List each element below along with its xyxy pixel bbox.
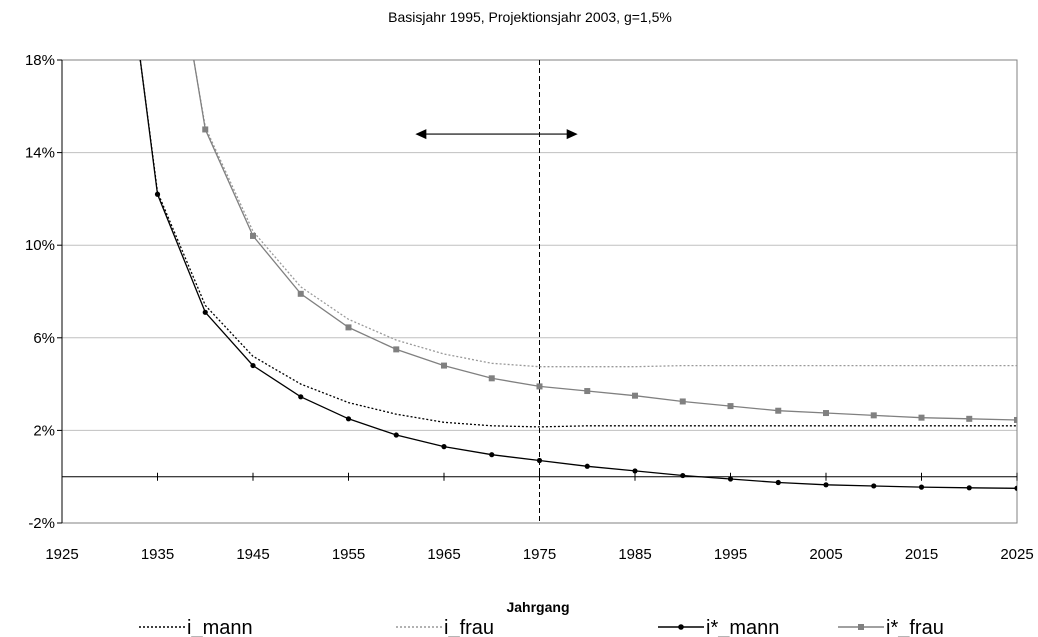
data-point [1014, 416, 1017, 423]
data-point [536, 457, 543, 464]
data-point [918, 484, 925, 490]
x-tick-label: 1935 [141, 546, 174, 563]
data-point [632, 468, 638, 474]
data-point [250, 232, 256, 239]
data-point [154, 191, 161, 197]
x-tick-label: 1945 [236, 546, 269, 563]
data-point [489, 452, 495, 458]
series-line-i-star-mann [139, 60, 1017, 489]
x-tick-label: 2025 [1000, 546, 1033, 563]
data-point [536, 383, 543, 390]
y-tick-label: -2% [28, 515, 55, 532]
data-point [584, 463, 590, 469]
data-point [966, 415, 973, 422]
series-i-star-frau [193, 60, 1017, 423]
series-i-frau [193, 60, 1017, 368]
legend-label: i*_mann [706, 617, 779, 637]
data-point [488, 375, 495, 382]
x-tick-label: 1965 [427, 546, 460, 563]
arrow-head-left [415, 129, 427, 140]
legend-label: i_mann [187, 617, 253, 637]
legend-item-i-frau: i_frau [396, 617, 494, 637]
series-line-i-frau [193, 60, 1017, 368]
data-point [966, 485, 972, 491]
data-point [632, 392, 638, 399]
axes [57, 59, 1018, 524]
data-point [441, 362, 447, 369]
data-point [202, 309, 208, 315]
x-tick-labels: 1925 1935 1945 1955 1965 1975 1985 1995 2005 2015… [45, 546, 1033, 563]
x-tick-label: 1995 [714, 546, 747, 563]
reference-annotations [415, 60, 578, 523]
legend-marker [858, 624, 864, 630]
series-i-mann [139, 60, 1017, 428]
data-point [775, 407, 782, 414]
y-tick-labels: 18% 14% 10% 6% 2% -2% [25, 52, 55, 532]
data-point [1014, 485, 1017, 491]
data-point [298, 394, 304, 400]
y-tick-label: 18% [25, 52, 55, 69]
x-tick-label: 1985 [618, 546, 651, 563]
series-line-i-mann [139, 60, 1017, 428]
x-tick-label: 1975 [523, 546, 556, 563]
data-point [393, 432, 399, 438]
series-layer [139, 60, 1017, 491]
x-tick-label: 2015 [905, 546, 938, 563]
arrow-head-right [566, 129, 578, 140]
y-tick-label: 6% [33, 330, 55, 347]
data-point [870, 412, 877, 419]
legend-item-i-star-frau: i*_frau [838, 617, 944, 637]
data-point [823, 410, 829, 417]
data-point [441, 444, 447, 450]
data-point [393, 346, 400, 353]
y-tick-label: 14% [25, 145, 55, 162]
x-tick-label: 1955 [332, 546, 365, 563]
legend: i_mann i_frau i*_mann i*_frau [139, 617, 944, 637]
data-point [679, 398, 686, 405]
chart-title: Basisjahr 1995, Projektionsjahr 2003, g=… [388, 9, 672, 25]
legend-item-i-star-mann: i*_mann [658, 617, 779, 637]
x-axis-label: Jahrgang [506, 599, 569, 615]
data-point [202, 126, 209, 133]
data-point [727, 403, 734, 410]
legend-label: i_frau [444, 617, 494, 637]
y-tick-label: 2% [33, 422, 55, 439]
legend-label: i*_frau [886, 617, 944, 637]
y-tick-label: 10% [25, 237, 55, 254]
data-point [584, 388, 591, 395]
series-i-star-mann [139, 60, 1017, 491]
x-tick-label: 2005 [809, 546, 842, 563]
data-point [727, 476, 734, 482]
x-tick-label: 1925 [45, 546, 78, 563]
data-point [775, 479, 781, 486]
series-line-i-star-frau [193, 60, 1017, 421]
data-point [918, 414, 925, 421]
data-point [680, 472, 686, 479]
data-point [871, 483, 877, 489]
data-point [345, 416, 352, 422]
legend-marker [678, 624, 684, 630]
legend-item-i-mann: i_mann [139, 617, 253, 637]
data-point [297, 290, 304, 297]
data-point [250, 362, 256, 369]
data-point [823, 482, 829, 488]
data-point [345, 324, 352, 331]
